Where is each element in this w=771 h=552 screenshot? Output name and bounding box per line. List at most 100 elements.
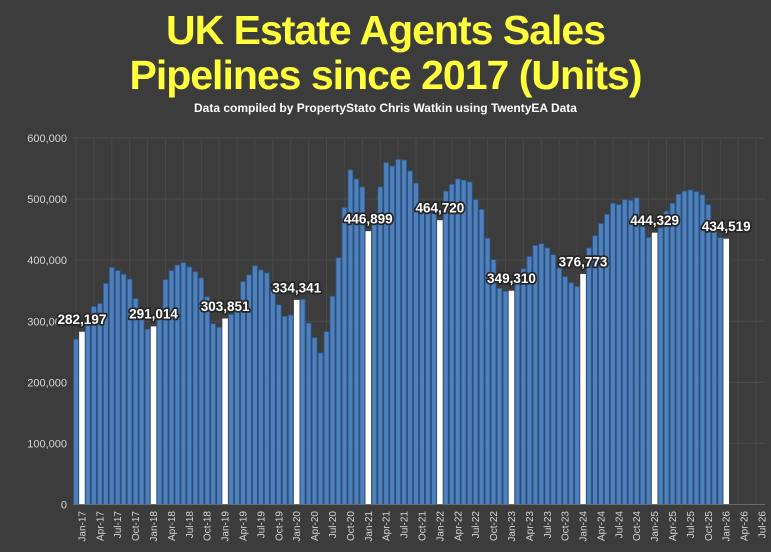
x-axis-tick-label: Oct-20 — [346, 511, 357, 541]
x-axis-tick-label: Apr-18 — [167, 511, 178, 541]
bar — [371, 219, 378, 505]
bar — [633, 197, 640, 505]
x-axis-tick-label: Jan-23 — [507, 511, 518, 542]
x-axis-tick-label: Oct-17 — [131, 511, 142, 541]
x-axis-tick-label: Jul-22 — [471, 511, 482, 539]
chart-subtitle: Data compiled by PropertyStato Chris Wat… — [194, 101, 577, 115]
bar — [180, 262, 187, 505]
bar — [395, 158, 401, 505]
bar — [311, 337, 318, 505]
bar — [526, 256, 533, 505]
bar — [466, 181, 473, 505]
bar — [592, 235, 598, 505]
highlighted-bar — [651, 232, 658, 505]
bar — [216, 326, 222, 505]
x-axis-tick-label: Oct-18 — [203, 511, 214, 541]
x-axis-tick-label: Jan-17 — [77, 511, 88, 542]
bar — [490, 259, 497, 505]
bar — [377, 186, 384, 505]
bar — [210, 323, 216, 505]
x-axis-tick-label: Jan-18 — [149, 511, 160, 542]
bar — [204, 296, 211, 505]
x-axis-tick-label: Apr-23 — [525, 511, 536, 541]
bar — [413, 182, 419, 505]
bar — [192, 271, 199, 505]
bar — [693, 191, 700, 505]
x-axis-tick-label: Apr-26 — [740, 511, 751, 541]
bar — [514, 279, 521, 505]
bar — [120, 273, 127, 505]
y-axis-tick-label: 500,000 — [27, 194, 67, 206]
x-axis-tick-label: Oct-21 — [417, 511, 428, 541]
x-axis-tick-label: Jan-26 — [722, 511, 733, 542]
x-axis-tick-label: Apr-20 — [310, 511, 321, 541]
bar — [431, 213, 437, 505]
bar — [520, 268, 527, 505]
y-axis-tick-label: 400,000 — [27, 255, 67, 267]
bar — [675, 193, 682, 505]
x-axis-tick-label: Apr-21 — [382, 511, 393, 541]
bar — [156, 307, 163, 505]
bar — [568, 282, 574, 505]
data-label: 444,329 — [630, 213, 679, 228]
highlighted-bar — [580, 273, 586, 505]
data-label: 446,899 — [344, 212, 393, 227]
x-axis-tick-label: Apr-25 — [668, 511, 679, 541]
y-axis-tick-label: 600,000 — [27, 133, 67, 145]
bar — [419, 201, 425, 505]
bar — [538, 243, 545, 505]
bar — [544, 247, 551, 505]
bar — [138, 319, 145, 505]
x-axis-tick-label: Apr-24 — [596, 511, 607, 541]
bar — [270, 289, 276, 505]
highlighted-bar — [723, 238, 730, 505]
bar — [341, 207, 348, 505]
data-label: 303,851 — [201, 299, 250, 314]
bar — [616, 204, 622, 505]
chart-title-line2: Pipelines since 2017 (Units) — [129, 52, 642, 98]
data-label: 376,773 — [559, 254, 608, 269]
x-axis-tick-label: Jul-25 — [686, 511, 697, 539]
bar — [168, 270, 175, 505]
bar — [323, 331, 330, 505]
x-axis-tick-label: Jul-21 — [400, 511, 411, 539]
x-axis-tick-label: Jul-26 — [758, 511, 769, 539]
bar — [687, 189, 694, 505]
bar — [669, 202, 676, 505]
data-label: 291,014 — [129, 307, 178, 322]
highlighted-bar — [222, 318, 228, 505]
bar — [335, 257, 342, 505]
x-axis-tick-label: Apr-19 — [239, 511, 250, 541]
x-axis-tick-label: Jan-22 — [435, 511, 446, 542]
bar — [550, 254, 557, 505]
bar — [502, 290, 509, 505]
bar — [401, 159, 407, 505]
highlighted-bar — [437, 220, 443, 505]
y-axis-tick-label: 0 — [61, 500, 67, 512]
bar — [622, 199, 628, 505]
bar — [353, 178, 360, 505]
x-axis-tick-label: Jul-17 — [113, 511, 124, 539]
bar — [258, 269, 264, 505]
data-label: 349,310 — [487, 271, 536, 286]
bar — [586, 247, 592, 505]
x-axis-tick-label: Jul-20 — [328, 511, 339, 539]
bar — [186, 266, 193, 505]
bar — [610, 202, 616, 505]
bar — [443, 190, 449, 505]
x-axis-tick-label: Apr-22 — [453, 511, 464, 541]
bar — [449, 184, 455, 505]
bar — [496, 287, 503, 505]
data-label: 464,720 — [415, 201, 464, 216]
highlighted-bar — [365, 231, 372, 505]
highlighted-bar — [508, 290, 515, 505]
bar — [705, 204, 712, 505]
bar — [472, 199, 479, 505]
bar — [359, 186, 366, 505]
bar — [299, 298, 306, 505]
bar — [305, 322, 312, 505]
x-axis-tick-label: Jan-21 — [364, 511, 375, 542]
bar — [711, 226, 718, 505]
x-axis-tick-label: Jan-25 — [650, 511, 661, 542]
